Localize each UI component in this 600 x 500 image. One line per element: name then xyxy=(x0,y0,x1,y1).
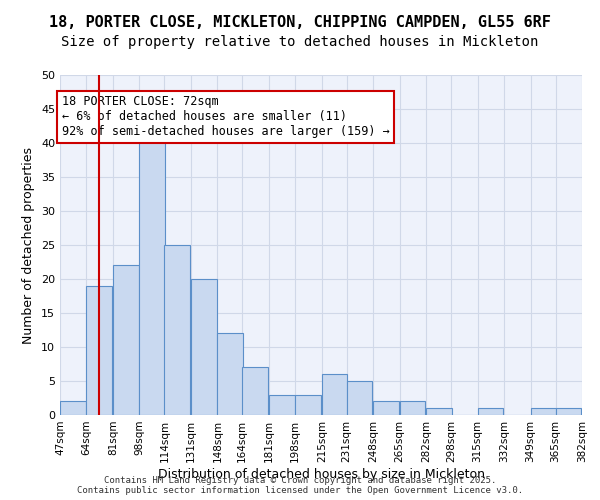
Bar xyxy=(60,402,86,415)
Bar xyxy=(347,381,373,415)
Bar xyxy=(269,394,295,415)
Bar xyxy=(400,402,425,415)
X-axis label: Distribution of detached houses by size in Mickleton: Distribution of detached houses by size … xyxy=(157,468,485,480)
Y-axis label: Number of detached properties: Number of detached properties xyxy=(22,146,35,344)
Bar xyxy=(217,334,243,415)
Bar xyxy=(113,266,139,415)
Bar xyxy=(191,279,217,415)
Bar xyxy=(556,408,581,415)
Text: Contains HM Land Registry data © Crown copyright and database right 2025.
Contai: Contains HM Land Registry data © Crown c… xyxy=(77,476,523,495)
Bar xyxy=(478,408,503,415)
Bar xyxy=(295,394,321,415)
Bar xyxy=(426,408,452,415)
Text: Size of property relative to detached houses in Mickleton: Size of property relative to detached ho… xyxy=(61,35,539,49)
Bar xyxy=(164,245,190,415)
Bar xyxy=(242,368,268,415)
Bar xyxy=(86,286,112,415)
Text: 18 PORTER CLOSE: 72sqm
← 6% of detached houses are smaller (11)
92% of semi-deta: 18 PORTER CLOSE: 72sqm ← 6% of detached … xyxy=(62,96,389,138)
Text: 18, PORTER CLOSE, MICKLETON, CHIPPING CAMPDEN, GL55 6RF: 18, PORTER CLOSE, MICKLETON, CHIPPING CA… xyxy=(49,15,551,30)
Bar xyxy=(373,402,399,415)
Bar xyxy=(530,408,556,415)
Bar xyxy=(322,374,347,415)
Bar xyxy=(139,136,165,415)
